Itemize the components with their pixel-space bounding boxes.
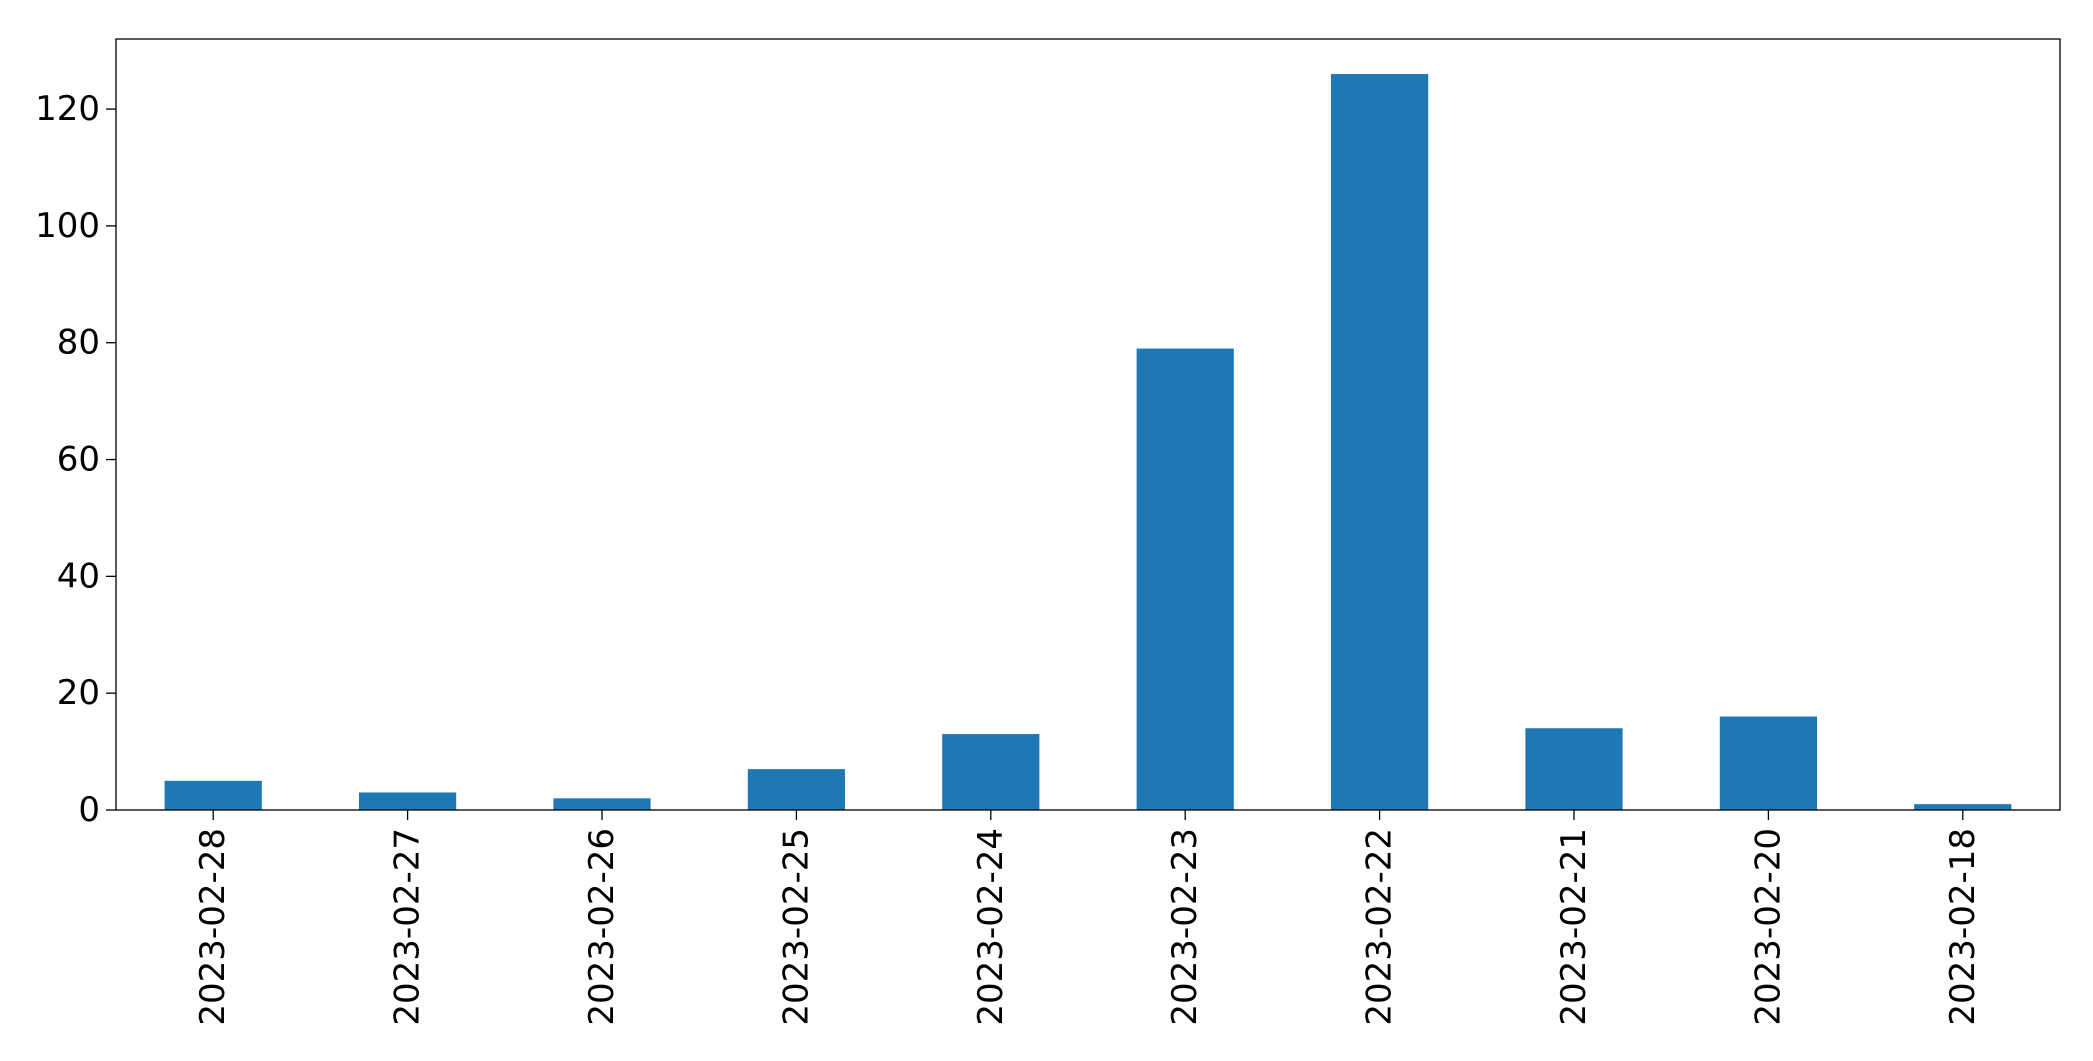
- bar-2023-02-26: [553, 798, 651, 810]
- x-tick-label: 2023-02-21: [1554, 828, 1594, 1026]
- x-tick-label: 2023-02-18: [1943, 828, 1983, 1026]
- x-tick-label: 2023-02-27: [388, 828, 428, 1026]
- bar-2023-02-24: [942, 734, 1040, 810]
- bars-group: [164, 74, 2012, 810]
- x-tick-label: 2023-02-25: [776, 828, 816, 1026]
- y-tick-label: 40: [57, 556, 100, 596]
- y-tick-label: 80: [57, 323, 100, 363]
- bar-2023-02-23: [1136, 348, 1234, 810]
- bar-2023-02-18: [1914, 804, 2012, 810]
- x-tick-label: 2023-02-28: [193, 828, 233, 1026]
- bar-2023-02-21: [1525, 728, 1623, 810]
- x-tick-label: 2023-02-22: [1360, 828, 1400, 1026]
- y-tick-label: 100: [35, 206, 100, 246]
- plot-frame: [115, 38, 2061, 811]
- y-tick-label: 20: [57, 673, 100, 713]
- y-tick-label: 0: [78, 790, 100, 830]
- y-tick-label: 60: [57, 440, 100, 480]
- bar-2023-02-22: [1331, 74, 1429, 810]
- bar-2023-02-28: [164, 780, 262, 810]
- bar-2023-02-25: [747, 769, 845, 810]
- x-axis: 2023-02-28 2023-02-27 2023-02-26 2023-02-25…: [193, 810, 1983, 1026]
- bar-2023-02-27: [359, 792, 457, 810]
- bar-2023-02-20: [1719, 716, 1817, 810]
- x-tick-label: 2023-02-23: [1165, 828, 1205, 1026]
- x-tick-label: 2023-02-24: [971, 828, 1011, 1026]
- x-tick-label: 2023-02-26: [582, 828, 622, 1026]
- x-tick-label: 2023-02-20: [1748, 828, 1788, 1026]
- y-tick-label: 120: [35, 89, 100, 129]
- y-axis: 0 20 40 60 80 100 120: [35, 89, 116, 830]
